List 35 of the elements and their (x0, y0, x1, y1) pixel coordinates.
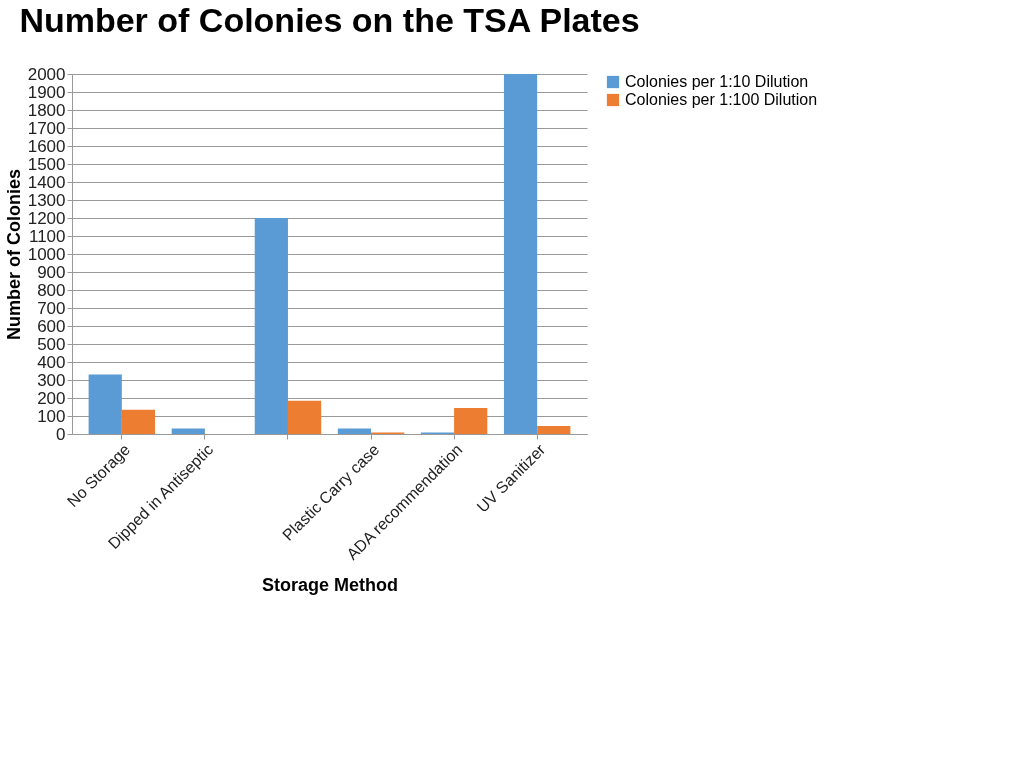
bar (121, 409, 156, 434)
x-axis-title: Storage Method (261, 575, 399, 596)
y-tick-label: 1700 (27, 118, 66, 138)
legend-label: Colonies per 1:10 Dilution (625, 73, 809, 90)
y-tick-label: 1200 (27, 208, 66, 228)
y-tick-label: 100 (37, 406, 66, 426)
bar (503, 74, 538, 434)
bar (454, 407, 488, 434)
y-tick-label: 1600 (27, 136, 66, 156)
bar (254, 218, 288, 434)
y-tick-label: 500 (37, 334, 66, 354)
y-tick-label: 900 (37, 262, 66, 282)
y-tick-label: 800 (37, 280, 66, 300)
y-tick-label: 700 (37, 298, 66, 318)
y-tick-label: 1400 (27, 172, 66, 192)
bar (537, 425, 571, 434)
bar (287, 400, 322, 434)
chart-title: Number of Colonies on the TSA Plates (19, 1, 640, 39)
y-tick-label: 300 (37, 370, 66, 390)
legend-label: Colonies per 1:100 Dilution (625, 91, 818, 108)
y-tick-label: 1300 (27, 190, 66, 210)
y-tick-label: 1500 (27, 154, 66, 174)
y-tick-label: 0 (56, 424, 66, 444)
bar (88, 374, 122, 434)
y-tick-label: 200 (37, 388, 66, 408)
y-tick-label: 400 (37, 352, 66, 372)
bar (337, 428, 372, 434)
y-tick-label: 1800 (27, 100, 66, 120)
y-axis-title: Number of Colonies (3, 168, 24, 341)
y-tick-label: 1000 (27, 244, 66, 264)
y-tick-label: 600 (37, 316, 66, 336)
y-tick-label: 2000 (27, 64, 66, 84)
y-tick-label: 1900 (27, 82, 66, 102)
bar (171, 428, 205, 434)
y-tick-label: 1100 (28, 226, 66, 246)
